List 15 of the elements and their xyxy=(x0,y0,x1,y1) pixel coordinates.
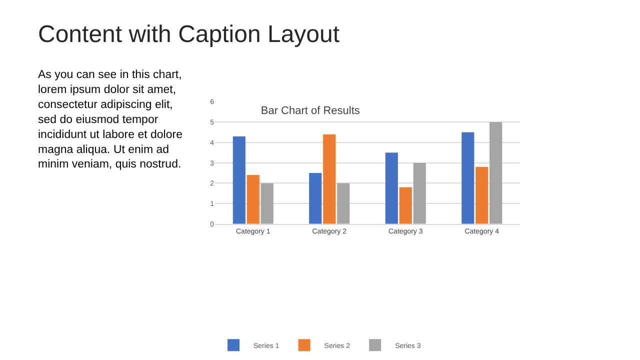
chart-title: Bar Chart of Results xyxy=(260,104,360,117)
bar xyxy=(462,132,474,224)
bar xyxy=(413,162,426,224)
text: As you can see in this chart, lorem ipsum dolor sit amet, consectetur adipiscing elit, sed do eiusmod tempor incididunt ut labore et dolore magna aliqua. Ut enim ad minim veniam, quis nostrud. xyxy=(38,69,182,171)
bar xyxy=(246,175,260,224)
bar xyxy=(490,122,502,224)
bar xyxy=(476,166,488,224)
bar xyxy=(337,183,350,224)
text: Content with Caption Layout xyxy=(38,21,340,48)
bar xyxy=(385,152,398,224)
bar xyxy=(309,173,322,224)
bar xyxy=(323,134,336,224)
bar xyxy=(399,187,412,224)
bar xyxy=(260,183,274,224)
bar xyxy=(232,136,246,224)
